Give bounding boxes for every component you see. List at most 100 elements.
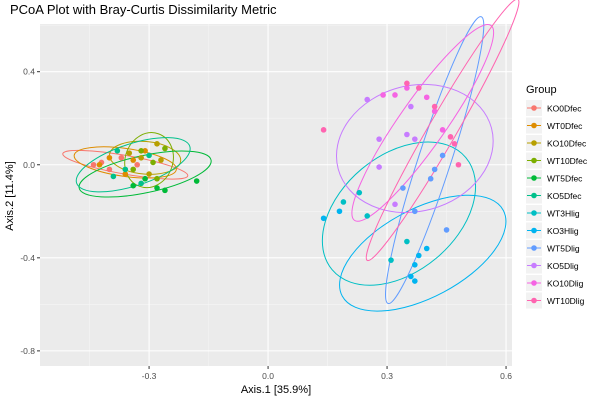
grid-lines (40, 24, 512, 366)
legend-item-WT0Dfec: WT0Dfec (526, 117, 583, 134)
ellipse-WT5Dlig (385, 16, 485, 305)
point-KO10Dlig (404, 85, 410, 91)
y-tick-label: 0.0 (23, 160, 35, 170)
legend-key-point (531, 210, 537, 216)
point-KO0Dfec (90, 161, 97, 168)
point-KO3Hlig (408, 273, 414, 280)
legend-item-KO10Dlig: KO10Dlig (526, 275, 584, 291)
point-KO10Dfec (154, 141, 160, 147)
point-WT5Dlig (439, 152, 446, 159)
ellipse-KO5Dlig (335, 83, 494, 214)
point-WT5Dfec (193, 178, 200, 184)
point-KO10Dlig (380, 92, 386, 98)
legend-label: KO5Dlig (547, 261, 579, 271)
point-KO3Hlig (415, 252, 422, 259)
point-WT0Dfec (106, 154, 113, 161)
point-KO0Dfec (134, 161, 140, 168)
point-KO0Dfec (106, 166, 113, 173)
point-KO10Dfec (158, 157, 164, 163)
legend-label: WT10Dlig (547, 296, 585, 306)
point-WT10Dlig (415, 85, 422, 91)
point-KO10Dlig (439, 127, 446, 133)
point-WT3Hlig (356, 189, 363, 196)
legend-item-KO0Dfec: KO0Dfec (526, 100, 582, 116)
point-WT10Dlig (447, 134, 454, 140)
confidence-ellipses (62, 0, 520, 312)
y-tick-label: -0.8 (20, 346, 35, 356)
legend-key-point (531, 192, 537, 199)
legend-item-WT5Dlig: WT5Dlig (526, 240, 580, 256)
legend-item-KO3Hlig: KO3Hlig (526, 222, 579, 239)
legend-key-point (531, 227, 537, 234)
legend: Group KO0Dfec WT0Dfec KO10Dfec WT10Dfec WT5D… (526, 84, 588, 309)
legend-label: WT0Dfec (547, 121, 583, 131)
legend-key-point (531, 157, 537, 164)
point-WT3Hlig (404, 238, 410, 245)
point-WT0Dfec (96, 161, 103, 168)
x-tick-label: -0.3 (142, 371, 157, 381)
chart-title: PCoA Plot with Bray-Curtis Dissimilarity… (10, 2, 277, 17)
point-WT0Dfec (142, 147, 148, 154)
point-KO3Hlig (412, 261, 418, 268)
point-KO3Hlig (336, 208, 343, 215)
point-KO10Dfec (126, 150, 133, 156)
y-tick-label: -0.4 (20, 253, 35, 263)
ellipse-WT0Dfec (73, 146, 177, 179)
ellipse-KO3Hlig (339, 194, 507, 312)
point-KO5Dfec (138, 180, 144, 187)
legend-label: WT3Hlig (547, 209, 580, 219)
point-KO5Dlig (364, 96, 371, 103)
point-WT5Dlig (427, 175, 434, 182)
data-points (90, 80, 462, 284)
point-WT10Dfec (154, 175, 160, 182)
point-WT0Dfec (122, 171, 129, 177)
legend-label: KO3Hlig (547, 226, 579, 236)
point-KO5Dfec (122, 166, 129, 173)
ellipse-KO10Dfec (109, 140, 182, 175)
legend-title: Group (526, 84, 557, 96)
point-KO10Dfec (138, 154, 144, 161)
point-KO10Dlig (423, 94, 430, 101)
point-KO10Dlig (392, 92, 398, 98)
legend-key-point (531, 175, 537, 181)
legend-label: WT5Dfec (547, 174, 583, 184)
legend-key-point (531, 262, 537, 269)
point-KO5Dlig (412, 136, 418, 142)
axis-ticks: -0.3 0.0 0.3 0.6 0.4 0.0 -0.4 -0.8 (20, 67, 512, 381)
point-KO5Dlig (408, 103, 414, 110)
point-WT10Dfec (130, 166, 137, 173)
legend-label: KO0Dfec (547, 104, 582, 114)
legend-item-WT10Dfec: WT10Dfec (526, 152, 588, 169)
plot-panel (40, 24, 512, 366)
point-KO10Dlig (431, 108, 438, 115)
point-KO5Dfec (110, 173, 117, 180)
legend-label: WT10Dfec (547, 156, 588, 166)
legend-item-WT10Dlig: WT10Dlig (526, 292, 585, 309)
legend-key-point (531, 105, 537, 111)
ellipse-KO10Dlig (351, 23, 495, 222)
legend-item-KO5Dfec: KO5Dfec (526, 187, 582, 204)
legend-label: KO5Dfec (547, 191, 582, 201)
ellipse-WT10Dlig (365, 0, 520, 262)
point-KO5Dlig (376, 164, 382, 170)
ellipse-WT3Hlig (321, 141, 477, 286)
point-KO5Dlig (392, 201, 398, 208)
legend-item-WT5Dfec: WT5Dfec (526, 170, 583, 186)
point-WT5Dlig (443, 227, 450, 233)
x-axis-label: Axis.1 [35.9%] (241, 384, 311, 396)
point-KO5Dlig (376, 136, 382, 142)
legend-label: KO10Dfec (547, 139, 587, 149)
point-WT5Dfec (130, 182, 137, 189)
point-WT5Dfec (142, 175, 148, 182)
legend-label: WT5Dlig (547, 244, 580, 254)
point-WT3Hlig (364, 213, 371, 219)
point-WT3Hlig (340, 199, 347, 205)
legend-key-point (531, 122, 537, 129)
x-tick-label: 0.6 (500, 371, 512, 381)
point-KO0Dfec (118, 154, 125, 161)
point-WT3Hlig (388, 257, 394, 263)
point-WT10Dfec (138, 147, 144, 154)
legend-key-point (531, 245, 537, 251)
